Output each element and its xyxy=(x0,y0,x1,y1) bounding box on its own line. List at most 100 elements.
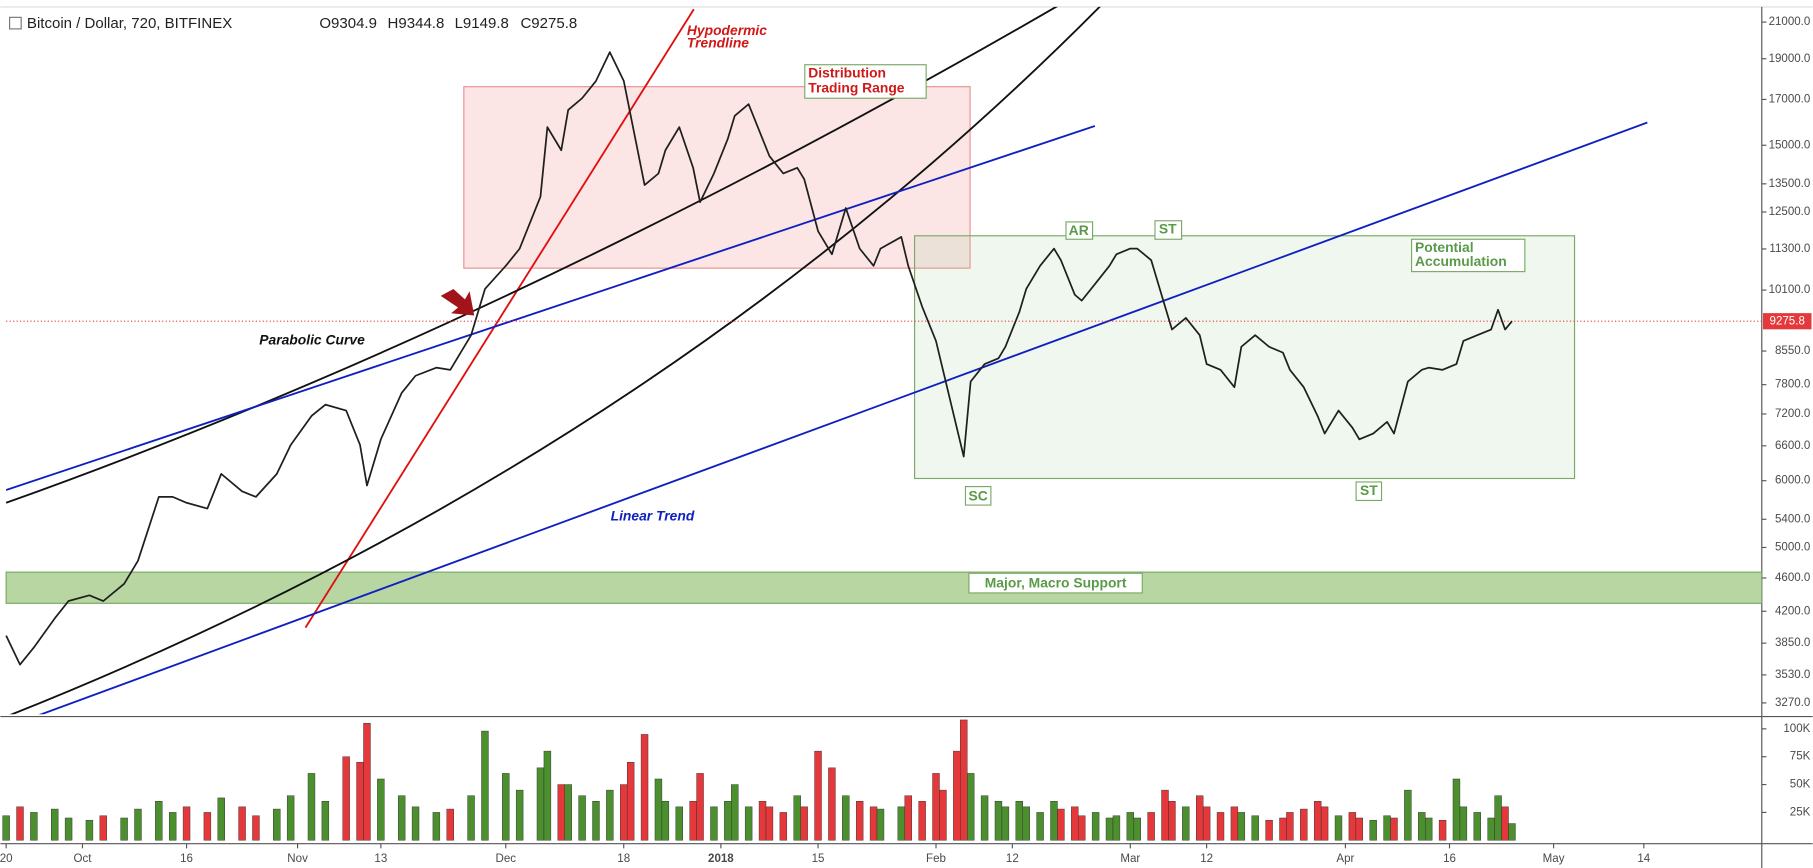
ohlc-close: C9275.8 xyxy=(520,15,577,32)
volume-bar xyxy=(286,795,295,841)
y-tick-label: 4200.0 xyxy=(1775,605,1810,617)
ohlc-low: L9149.8 xyxy=(455,15,509,32)
volume-bar xyxy=(467,795,475,841)
price-line xyxy=(5,51,1513,666)
volume-bar xyxy=(356,762,364,841)
y-tick-label: 12500.0 xyxy=(1769,206,1811,218)
volume-bar xyxy=(1057,808,1065,841)
volume-bar xyxy=(99,815,107,841)
volume-bar xyxy=(1091,812,1100,841)
parabolic-curve xyxy=(9,6,1101,715)
annotation: Trading Range xyxy=(808,80,905,96)
volume-bar xyxy=(626,762,635,841)
volume-bar xyxy=(800,806,808,841)
x-tick-label: Feb xyxy=(926,853,946,865)
symbol-title[interactable]: Bitcoin / Dollar, 720, BITFINEX xyxy=(27,15,232,32)
volume-bar xyxy=(1182,806,1190,841)
volume-tick-label: 25K xyxy=(1790,806,1811,818)
volume-bar xyxy=(564,784,572,841)
distribution-box xyxy=(463,86,971,269)
y-tick-label: 19000.0 xyxy=(1769,53,1811,65)
x-tick-label: 20 xyxy=(0,853,13,865)
volume-bar xyxy=(1168,801,1176,841)
y-tick-label: 5400.0 xyxy=(1775,513,1810,525)
volume-bar xyxy=(828,767,836,841)
x-tick-label: 12 xyxy=(1006,853,1019,865)
volume-bar xyxy=(1265,819,1273,841)
volume-bar xyxy=(1473,812,1481,841)
volume-bar xyxy=(1133,817,1141,841)
volume-bar xyxy=(675,806,683,841)
volume-bar xyxy=(1355,817,1364,841)
ohlc-high: H9344.8 xyxy=(388,15,445,32)
volume-bar xyxy=(1286,812,1294,841)
volume-bar xyxy=(481,730,489,841)
volume-bar xyxy=(363,723,371,841)
volume-bar xyxy=(606,789,614,841)
symbol-icon[interactable] xyxy=(9,16,22,30)
volume-bar xyxy=(980,795,989,841)
volume-bar xyxy=(1438,819,1447,841)
volume-bar xyxy=(1001,806,1010,841)
volume-bar xyxy=(696,773,704,841)
volume-bar xyxy=(307,773,316,841)
volume-bar xyxy=(51,808,59,841)
y-tick-label: 13500.0 xyxy=(1769,178,1811,190)
x-tick-label: 16 xyxy=(180,853,193,865)
y-tick-label: 5000.0 xyxy=(1775,542,1810,554)
y-tick-label: 21000.0 xyxy=(1769,16,1811,28)
volume-bar xyxy=(30,812,38,841)
axis-layer: 21000.019000.017000.015000.013500.012500… xyxy=(0,16,1812,865)
volume-bar xyxy=(432,812,441,841)
volume-bar xyxy=(543,750,552,841)
arrow xyxy=(440,288,475,316)
label-box xyxy=(804,64,927,99)
volume-bar xyxy=(814,750,822,841)
label-box xyxy=(1355,481,1383,502)
label-box xyxy=(964,486,992,506)
volume-bar xyxy=(897,806,906,841)
volume-bar xyxy=(869,806,878,841)
volume-bar xyxy=(1022,806,1030,841)
volume-bar xyxy=(578,795,586,841)
y-tick-label: 17000.0 xyxy=(1769,93,1811,105)
y-tick-label: 7200.0 xyxy=(1775,408,1810,420)
volume-bar xyxy=(1383,815,1391,841)
annotation: Distribution xyxy=(808,65,886,81)
volume-bar xyxy=(620,784,628,841)
volume-bar xyxy=(1230,806,1239,841)
volume-bar xyxy=(842,795,850,841)
volume-bar xyxy=(744,806,753,841)
y-tick-label: 3850.0 xyxy=(1775,637,1810,649)
volume-bar xyxy=(120,817,128,841)
volume-bar xyxy=(654,778,663,841)
volume-bar xyxy=(1202,806,1211,841)
label-box xyxy=(1411,238,1526,273)
volume-bar xyxy=(1105,817,1114,841)
volume-bar xyxy=(397,795,406,841)
x-tick-label: 2018 xyxy=(708,853,734,865)
volume-bar xyxy=(168,812,177,841)
volume-bar xyxy=(1487,817,1495,841)
volume-tick-label: 50K xyxy=(1790,779,1811,791)
annotation: Linear Trend xyxy=(611,507,695,523)
label-box xyxy=(1154,220,1183,240)
volume-bar xyxy=(446,808,454,841)
annotation: Potential xyxy=(1415,239,1474,255)
y-tick-label: 6600.0 xyxy=(1775,440,1810,452)
volume-tick-label: 75K xyxy=(1790,751,1811,763)
y-tick-label: 11300.0 xyxy=(1769,243,1810,255)
volume-bar xyxy=(252,815,260,841)
volume-bar xyxy=(1071,806,1079,841)
x-tick-label: Dec xyxy=(495,853,516,865)
volume-bar xyxy=(557,784,565,841)
volume-bar xyxy=(1313,801,1322,841)
volume-bar xyxy=(994,801,1003,841)
volume-bar xyxy=(1112,815,1121,841)
volume-bar xyxy=(217,797,225,841)
y-tick-label: 10100.0 xyxy=(1769,284,1811,296)
trend-line xyxy=(5,125,1096,491)
volume-bar xyxy=(182,806,191,841)
volume-bar xyxy=(1390,817,1398,841)
